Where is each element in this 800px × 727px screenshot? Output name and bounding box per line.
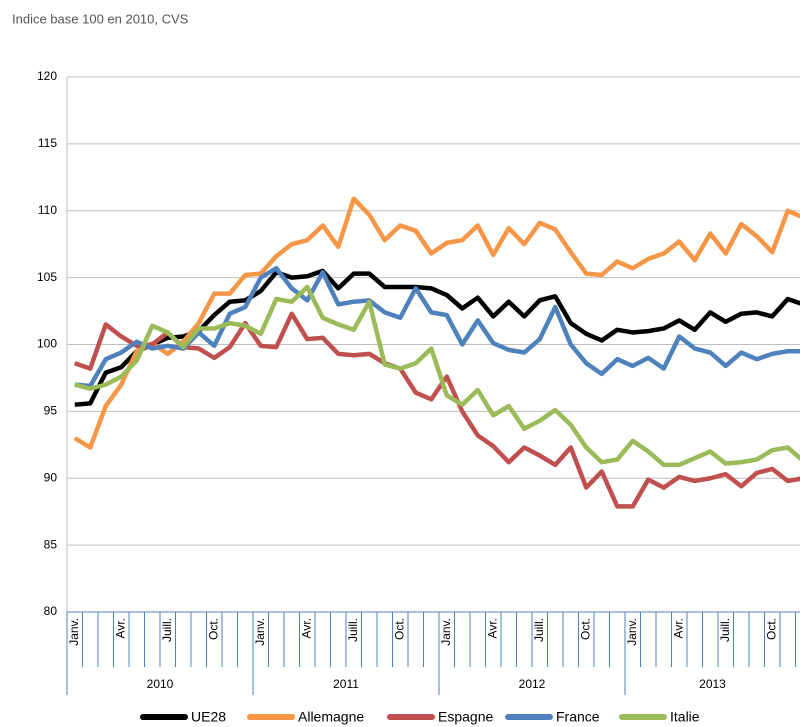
year-label: 2011	[333, 677, 359, 691]
x-tick-label: Juill.	[160, 618, 174, 642]
x-tick-label: Oct.	[578, 618, 592, 640]
legend-label: Allemagne	[298, 709, 364, 725]
x-tick-label: Juill.	[718, 618, 732, 642]
y-tick-label: 100	[37, 337, 57, 351]
y-tick-label: 115	[38, 136, 57, 150]
year-label: 2012	[519, 677, 546, 691]
chart-subtitle: Indice base 100 en 2010, CVS	[12, 11, 189, 26]
series-line	[74, 266, 800, 389]
x-tick-label: Avr.	[299, 618, 313, 638]
x-tick-label: Oct.	[206, 618, 220, 640]
x-tick-label: Juill.	[532, 618, 546, 642]
y-tick-label: 90	[44, 470, 58, 484]
year-label: 2013	[699, 677, 726, 691]
legend-label: Italie	[670, 709, 700, 725]
series-line	[74, 268, 800, 407]
legend-label: Espagne	[438, 709, 493, 725]
x-tick-label: Janv.	[439, 618, 453, 646]
x-tick-label: Janv.	[625, 618, 639, 646]
series-line	[73, 196, 800, 450]
y-tick-label: 80	[44, 604, 58, 618]
x-tick-label: Avr.	[113, 618, 127, 638]
x-tick-label: Avr.	[671, 618, 685, 638]
x-tick-label: Janv.	[67, 618, 81, 646]
y-tick-label: 95	[44, 404, 58, 418]
x-tick-label: Avr.	[485, 618, 499, 638]
x-tick-label: Janv.	[253, 618, 267, 646]
series-line	[74, 284, 800, 468]
series-line	[74, 311, 800, 509]
y-tick-label: 105	[37, 270, 57, 284]
x-tick-label: Oct.	[764, 618, 778, 640]
x-tick-label: Oct.	[392, 618, 406, 640]
legend-label: UE28	[191, 709, 226, 725]
y-tick-label: 120	[37, 69, 57, 83]
y-tick-label: 110	[38, 203, 57, 217]
legend-label: France	[556, 709, 600, 725]
x-tick-label: Juill.	[346, 618, 360, 642]
year-label: 2010	[147, 677, 174, 691]
y-tick-label: 85	[44, 537, 58, 551]
